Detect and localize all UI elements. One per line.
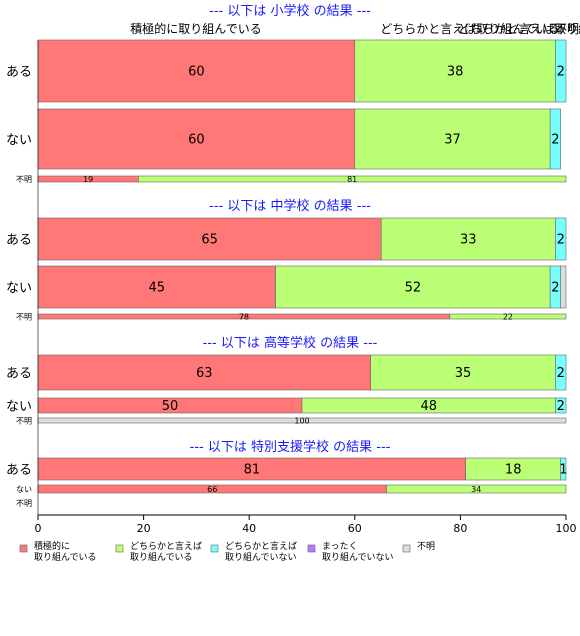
- bar-segment: [555, 397, 567, 414]
- data-label: 2: [551, 281, 559, 296]
- legend-swatch: [402, 544, 411, 553]
- group-title: --- 以下は 小学校 の結果 ---: [209, 3, 371, 19]
- bar-segment: [449, 313, 567, 320]
- data-label: 63: [196, 366, 213, 381]
- data-label: 22: [503, 312, 513, 321]
- header-label-somewhat: どちらかと言えば取り組んでいる: [380, 22, 559, 36]
- row-label: 不明: [16, 499, 32, 508]
- x-tick-label: 80: [453, 522, 467, 535]
- row-label: 不明: [16, 175, 32, 184]
- header-label-unknown: 不明: [555, 22, 579, 36]
- data-label: 81: [347, 175, 357, 184]
- row-label: ある: [6, 233, 32, 248]
- bar-segment: [380, 217, 556, 261]
- data-label: 78: [239, 312, 249, 321]
- legend-label: 取り組んでいる: [34, 551, 97, 563]
- bar-segment: [354, 108, 551, 170]
- data-label: 1: [559, 463, 567, 478]
- bar-segment: [370, 354, 556, 391]
- row-label: 不明: [16, 313, 32, 322]
- data-label: 48: [420, 399, 437, 414]
- data-label: 33: [460, 233, 477, 248]
- bar-segment: [37, 354, 371, 391]
- legend-label: 取り組んでいない: [322, 551, 394, 563]
- row-label: ない: [16, 485, 32, 494]
- row-label: ない: [6, 400, 32, 415]
- row-label: ある: [6, 65, 32, 80]
- row-label: ない: [6, 133, 32, 148]
- group-title: --- 以下は 高等学校 の結果 ---: [203, 335, 378, 351]
- x-tick-label: 0: [35, 522, 42, 535]
- data-label: 65: [201, 233, 218, 248]
- header-label-positive: 積極的に取り組んでいる: [130, 21, 261, 36]
- data-label: 66: [207, 485, 217, 494]
- data-label: 2: [557, 366, 565, 381]
- data-label: 2: [557, 233, 565, 248]
- legend-label: どちらかと言えば: [130, 540, 202, 552]
- data-label: 34: [471, 485, 481, 494]
- bar-segment: [138, 175, 567, 183]
- data-label: 45: [149, 281, 166, 296]
- row-label: 不明: [16, 417, 32, 426]
- bar-segment: [555, 217, 567, 261]
- legend-swatch: [307, 544, 316, 553]
- data-label: 2: [551, 133, 559, 148]
- bar-segment: [560, 457, 567, 481]
- row-label: ある: [6, 367, 32, 382]
- data-label: 81: [244, 463, 261, 478]
- data-label: 37: [444, 133, 461, 148]
- data-label: 35: [455, 366, 472, 381]
- data-label: 60: [188, 133, 205, 148]
- group-title: --- 以下は 中学校 の結果 ---: [209, 198, 371, 214]
- bar-segment: [275, 265, 551, 309]
- data-label: 60: [188, 65, 205, 80]
- legend-swatch: [19, 544, 28, 553]
- row-label: ある: [6, 463, 32, 478]
- bar-segment: [386, 484, 567, 494]
- bar-segment: [37, 39, 356, 103]
- data-label: 18: [505, 463, 522, 478]
- x-tick-label: 40: [242, 522, 256, 535]
- legend-label: まったく: [322, 541, 358, 552]
- group-title: --- 以下は 特別支援学校 の結果 ---: [190, 439, 391, 455]
- legend-label: 不明: [417, 541, 435, 552]
- bar-segment: [549, 108, 562, 170]
- legend-label: 積極的に: [34, 540, 70, 552]
- data-label: 19: [83, 175, 93, 184]
- row-label: ない: [6, 281, 32, 296]
- legend-label: 取り組んでいない: [225, 551, 297, 563]
- x-tick-label: 100: [556, 522, 577, 535]
- data-label: 50: [162, 399, 179, 414]
- data-label: 52: [405, 281, 422, 296]
- legend-swatch: [210, 544, 219, 553]
- legend-label: 取り組んでいる: [130, 551, 193, 563]
- data-label: 2: [557, 399, 565, 414]
- data-label: 38: [447, 65, 464, 80]
- x-tick-label: 60: [348, 522, 362, 535]
- data-label: 100: [294, 416, 309, 425]
- x-tick-label: 20: [137, 522, 151, 535]
- legend-label: どちらかと言えば: [225, 540, 297, 552]
- legend-swatch: [115, 544, 124, 553]
- bar-segment: [555, 39, 567, 103]
- bar-segment: [560, 265, 567, 309]
- data-label: 2: [557, 65, 565, 80]
- bar-segment: [37, 108, 356, 170]
- bar-segment: [555, 354, 567, 391]
